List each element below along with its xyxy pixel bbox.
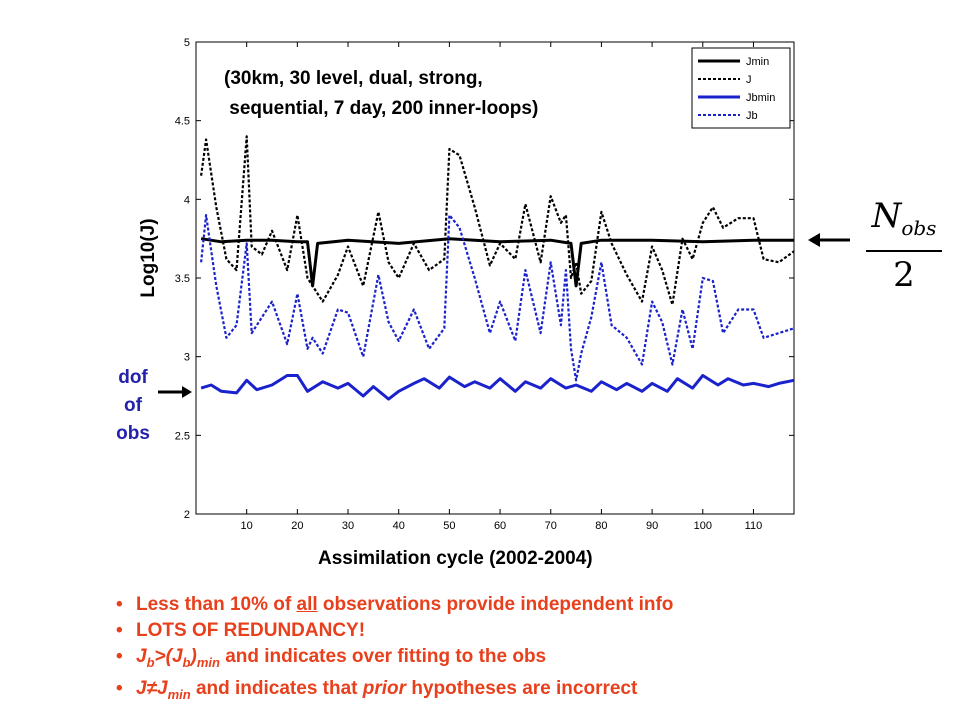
dof-line-2: of — [124, 395, 142, 416]
y-tick-label: 5 — [184, 37, 190, 49]
series-line-jbmin — [200, 374, 795, 401]
bullet-list: • Less than 10% of all observations provi… — [116, 592, 673, 708]
x-tick-label: 10 — [241, 520, 253, 532]
y-axis-label: Log10(J) — [138, 218, 159, 298]
bullet-text-part: LOTS OF REDUNDANCY! — [136, 620, 366, 641]
chart-title-line-1: (30km, 30 level, dual, strong, — [224, 68, 483, 89]
x-tick-label: 20 — [291, 520, 303, 532]
fraction-bar — [866, 249, 942, 252]
x-tick-label: 90 — [646, 520, 658, 532]
bullet-text-part: Less than 10% of — [136, 594, 297, 615]
arrow-left-icon — [808, 233, 850, 247]
x-axis-label: Assimilation cycle (2002-2004) — [318, 548, 593, 569]
y-tick-label: 2 — [184, 509, 190, 521]
bullet-text-part: hypotheses are incorrect — [406, 677, 638, 699]
bullet-text-part: all — [296, 594, 318, 615]
bullet-dot: • — [116, 594, 123, 615]
x-tick-label: 110 — [745, 520, 763, 532]
y-tick-label: 4.5 — [175, 116, 190, 128]
nobs-over-2-fraction: Nobs 2 — [866, 196, 942, 296]
bullet-text-part: >(J — [154, 646, 183, 667]
dof-line-3: obs — [116, 423, 150, 444]
bullet-text-part: prior — [362, 677, 407, 699]
dof-line-1: dof — [118, 367, 148, 388]
chart-title-line-2: sequential, 7 day, 200 inner-loops) — [224, 98, 539, 119]
x-tick-label: 40 — [393, 520, 405, 532]
legend-label: J — [746, 74, 752, 86]
x-tick-label: 30 — [342, 520, 354, 532]
y-tick-label: 2.5 — [175, 430, 190, 442]
bullet-dot: • — [116, 620, 123, 641]
fraction-numerator: Nobs — [866, 196, 942, 248]
bullet-text-part: J≠J — [136, 677, 168, 699]
bullet-item: • J≠Jmin and indicates that prior hypothe… — [116, 676, 673, 708]
bullet-text-part: and indicates that — [190, 677, 363, 699]
fraction-subscript: obs — [901, 215, 937, 240]
legend-label: Jb — [746, 110, 758, 122]
bullet-item: • Jb>(Jb)min and indicates over fitting t… — [116, 644, 673, 676]
chart-legend: Jmin J Jbmin Jb — [691, 47, 791, 129]
bullet-text-part: b — [146, 654, 155, 670]
x-tick-label: 80 — [595, 520, 607, 532]
bullet-text-part: ) — [190, 646, 197, 667]
bullet-item: • LOTS OF REDUNDANCY! — [116, 618, 673, 644]
bullet-text-part: min — [196, 654, 220, 670]
bullet-text-part: observations provide independent info — [317, 594, 674, 615]
x-tick-label: 50 — [443, 520, 455, 532]
x-tick-label: 60 — [494, 520, 506, 532]
x-tick-label: 70 — [545, 520, 557, 532]
series-line-jb — [200, 214, 795, 382]
fraction-denominator: 2 — [893, 254, 915, 295]
y-tick-label: 3 — [184, 352, 190, 364]
fraction-symbol: N — [871, 196, 902, 236]
bullet-dot: • — [116, 677, 123, 699]
x-tick-label: 100 — [694, 520, 712, 532]
dof-annotation: dof of obs — [108, 364, 158, 448]
axis-ticks: 10 20 30 40 50 60 70 80 90 100 110 2 2.5 3 3.5 4 4.5 5 — [175, 37, 794, 532]
bullet-text-part: min — [167, 686, 191, 702]
bullet-dot: • — [116, 646, 123, 667]
y-tick-label: 3.5 — [175, 273, 190, 285]
arrow-right-icon — [158, 386, 192, 398]
legend-label: Jmin — [746, 56, 769, 68]
series-line-j — [200, 135, 795, 306]
bullet-item: • Less than 10% of all observations provi… — [116, 592, 673, 618]
bullet-text-part: b — [182, 654, 191, 670]
bullet-text-part: J — [136, 646, 147, 667]
y-tick-label: 4 — [184, 194, 190, 206]
legend-label: Jbmin — [746, 92, 775, 104]
bullet-text-part: and indicates over fitting to the obs — [219, 646, 547, 667]
series-lines — [200, 135, 795, 401]
